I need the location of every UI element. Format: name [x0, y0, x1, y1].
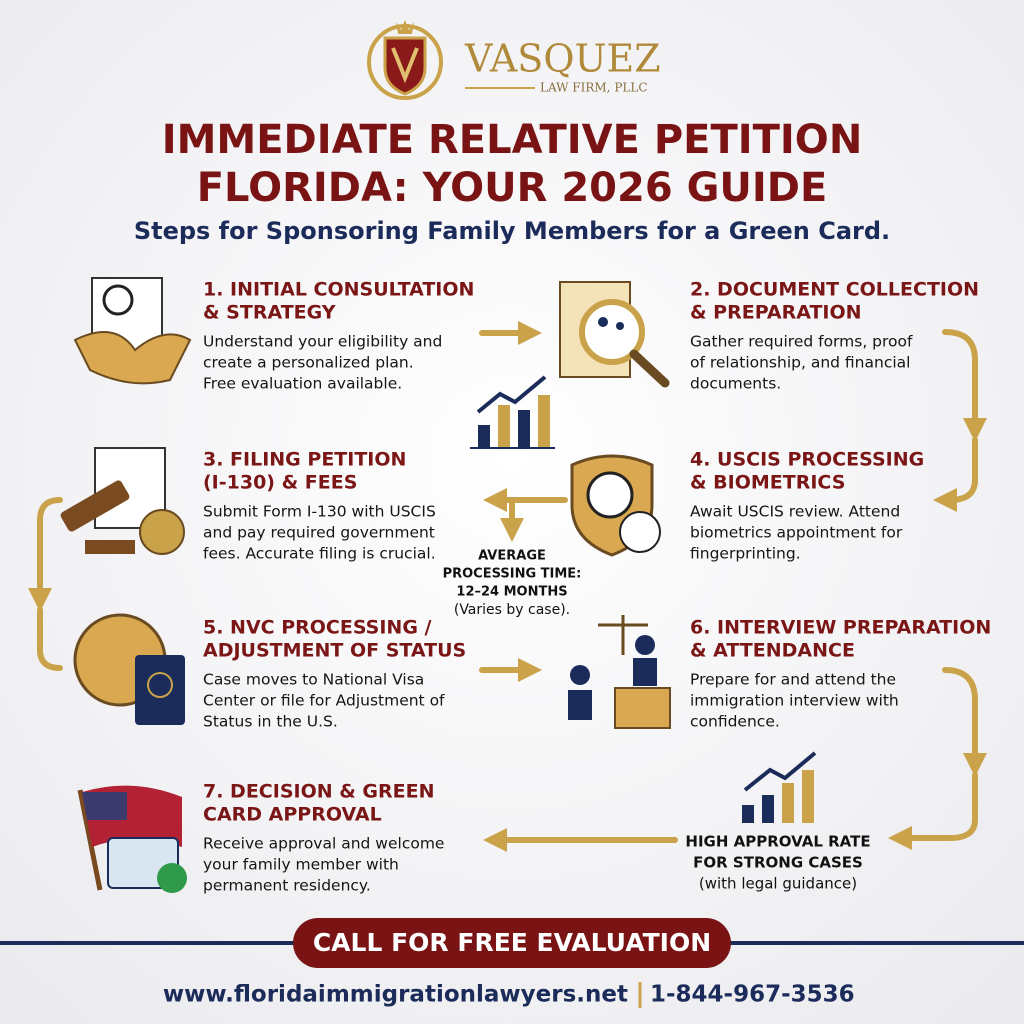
step-body: create a personalized plan. — [203, 354, 414, 372]
step-body: your family member with — [203, 856, 399, 874]
logo-name: VASQUEZ — [464, 37, 661, 81]
logo — [367, 20, 443, 100]
step-body: Await USCIS review. Attend — [690, 503, 900, 521]
step-body: fees. Accurate filing is crucial. — [203, 545, 436, 563]
step-body: Understand your eligibility and — [203, 333, 442, 351]
step-body: permanent residency. — [203, 877, 371, 895]
step-body: fingerprinting. — [690, 545, 801, 563]
step-body: Gather required forms, proof — [690, 333, 913, 351]
step-title: 5. NVC PROCESSING / — [203, 617, 432, 639]
step-title: & PREPARATION — [690, 302, 862, 324]
step-body: confidence. — [690, 713, 780, 731]
processing-note: (Varies by case). — [454, 602, 570, 618]
title-line: FLORIDA: YOUR 2026 GUIDE — [197, 165, 828, 211]
step-body: of relationship, and financial — [690, 354, 910, 372]
flow-arrows — [28, 321, 987, 852]
icons — [60, 277, 817, 893]
step-body: documents. — [690, 375, 781, 393]
step-title: & STRATEGY — [203, 302, 336, 324]
step-title: 6. INTERVIEW PREPARATION — [690, 617, 991, 639]
logo-sub: LAW FIRM, PLLC — [540, 81, 648, 95]
step-body: biometrics appointment for — [690, 524, 903, 542]
approval-note: (with legal guidance) — [699, 875, 857, 893]
phone[interactable]: 1-844-967-3536 — [650, 982, 855, 1008]
step-title: & ATTENDANCE — [690, 640, 855, 662]
step-title: 7. DECISION & GREEN — [203, 781, 435, 803]
title-line: IMMEDIATE RELATIVE PETITION — [162, 117, 863, 163]
step-title: (I-130) & FEES — [203, 472, 357, 494]
step-body: Status in the U.S. — [203, 713, 338, 731]
step-title: 4. USCIS PROCESSING — [690, 449, 924, 471]
step-body: Case moves to National Visa — [203, 671, 424, 689]
step-title: 3. FILING PETITION — [203, 449, 406, 471]
step-title: ADJUSTMENT OF STATUS — [203, 640, 466, 662]
step-body: Center or file for Adjustment of — [203, 692, 445, 710]
approval-note: FOR STRONG CASES — [693, 854, 863, 872]
step-title: & BIOMETRICS — [690, 472, 845, 494]
cta-text[interactable]: CALL FOR FREE EVALUATION — [313, 928, 711, 957]
processing-note: AVERAGE — [478, 549, 546, 564]
processing-note: PROCESSING TIME: — [443, 567, 582, 582]
subtitle: Steps for Sponsoring Family Members for … — [134, 217, 890, 245]
step-body: and pay required government — [203, 524, 435, 542]
step-body: immigration interview with — [690, 692, 899, 710]
website[interactable]: www.floridaimmigrationlawyers.net — [163, 982, 628, 1008]
step-body: Receive approval and welcome — [203, 835, 444, 853]
step-body: Free evaluation available. — [203, 375, 402, 393]
approval-note: HIGH APPROVAL RATE — [685, 833, 870, 851]
step-title: CARD APPROVAL — [203, 804, 382, 826]
cta-button[interactable] — [293, 918, 731, 968]
step-body: Prepare for and attend the — [690, 671, 896, 689]
step-body: Submit Form I-130 with USCIS — [203, 503, 436, 521]
processing-note: 12–24 MONTHS — [456, 585, 567, 600]
step-title: 2. DOCUMENT COLLECTION — [690, 279, 979, 301]
step-title: 1. INITIAL CONSULTATION — [203, 279, 474, 301]
